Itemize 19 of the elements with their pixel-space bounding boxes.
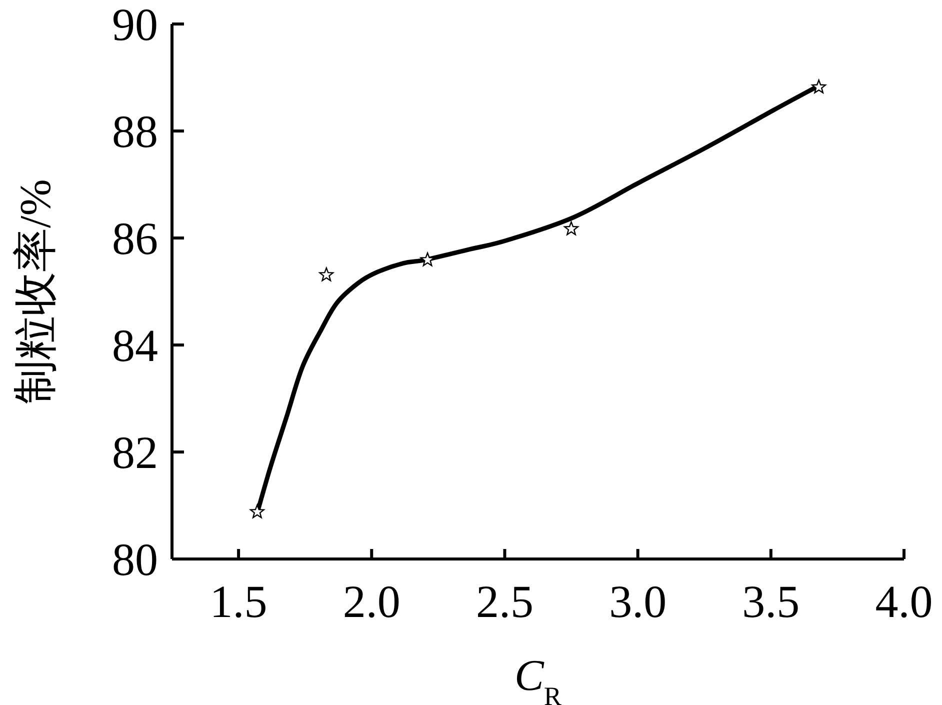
y-tick-label: 90	[112, 0, 158, 50]
y-tick-label: 88	[112, 106, 158, 157]
x-tick-label: 2.0	[342, 576, 400, 627]
y-tick-label: 82	[112, 427, 158, 478]
x-axis-title: C$_{R}$	[514, 651, 562, 705]
y-axis-title: 制粒收率/%	[11, 179, 60, 404]
x-tick-label: 3.5	[742, 576, 800, 627]
x-tick-label: 4.0	[875, 576, 933, 627]
y-tick-label: 86	[112, 213, 158, 264]
point	[564, 221, 579, 236]
point	[420, 252, 435, 266]
point	[319, 267, 334, 282]
point	[812, 80, 826, 94]
x-tick-label: 3.0	[609, 576, 667, 627]
x-tick-label: 2.5	[476, 576, 534, 627]
point	[250, 504, 264, 518]
y-tick-label: 80	[112, 534, 158, 585]
y-tick-label: 84	[112, 320, 158, 371]
x-tick-label: 1.5	[210, 576, 268, 627]
